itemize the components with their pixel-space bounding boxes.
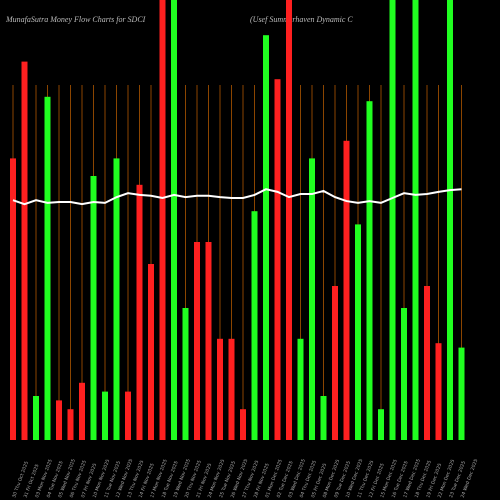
bar xyxy=(56,400,62,440)
bar xyxy=(240,409,246,440)
bar xyxy=(228,338,235,440)
bar xyxy=(113,158,120,440)
bar xyxy=(44,96,51,441)
bar xyxy=(125,391,131,440)
bar xyxy=(378,409,384,440)
bar xyxy=(401,308,407,440)
bar xyxy=(182,308,189,440)
bar xyxy=(194,242,200,440)
chart-title: MunafaSutra Money Flow Charts for SDCI xyxy=(5,15,146,24)
bar xyxy=(217,338,223,440)
flow-line xyxy=(12,188,462,206)
bar xyxy=(435,343,442,440)
bar xyxy=(79,382,85,440)
bar xyxy=(10,158,16,440)
bar xyxy=(159,0,166,440)
bar xyxy=(424,286,430,440)
bar xyxy=(263,35,269,440)
bar xyxy=(90,176,97,440)
bar xyxy=(309,158,315,440)
bar xyxy=(286,0,292,440)
bar xyxy=(366,101,373,440)
chart-subtitle: (Usef Summerhaven Dynamic C xyxy=(250,15,353,24)
bar xyxy=(102,391,108,440)
bar xyxy=(251,211,258,440)
bar xyxy=(447,0,453,440)
bar xyxy=(458,347,465,440)
bar xyxy=(171,0,177,440)
bar xyxy=(136,184,143,440)
bar xyxy=(33,396,39,440)
bar xyxy=(389,0,396,440)
bar xyxy=(343,140,350,441)
bar xyxy=(412,0,419,440)
bar xyxy=(297,338,304,440)
bar xyxy=(355,224,361,440)
bar xyxy=(148,264,154,440)
bar xyxy=(67,409,74,440)
bar xyxy=(274,79,281,440)
bar xyxy=(21,61,28,440)
bar xyxy=(320,396,327,440)
bar xyxy=(205,242,212,440)
bar xyxy=(332,286,338,440)
